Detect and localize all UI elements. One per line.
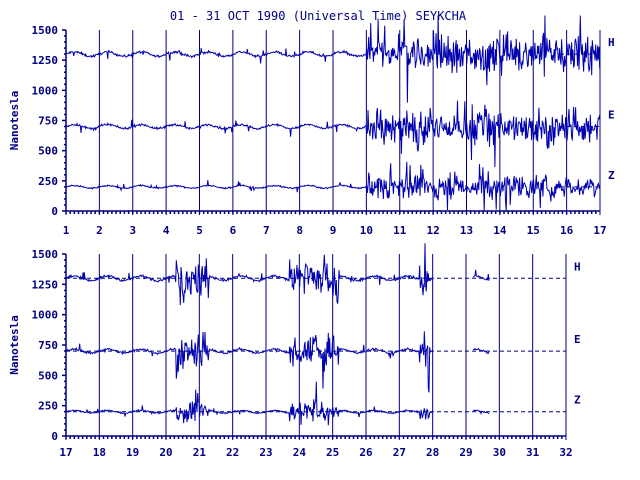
x-tick-label: 29 [459, 446, 472, 459]
series-label-h: H [574, 260, 581, 273]
y-tick-label: 750 [38, 115, 58, 128]
x-tick-label: 18 [93, 446, 106, 459]
y-tick-label: 500 [38, 369, 58, 382]
trace-e [65, 100, 601, 168]
x-tick-label: 7 [263, 224, 270, 237]
x-tick-label: 5 [196, 224, 203, 237]
x-tick-label: 26 [359, 446, 373, 459]
trace-h [66, 243, 490, 306]
x-tick-label: 20 [159, 446, 172, 459]
y-tick-label: 1250 [32, 54, 59, 67]
x-tick-label: 13 [460, 224, 473, 237]
trace-h [66, 15, 601, 103]
y-axis-label: Nanotesla [8, 315, 21, 375]
y-tick-label: 250 [38, 400, 58, 413]
x-tick-label: 14 [493, 224, 507, 237]
x-tick-label: 21 [193, 446, 207, 459]
x-tick-label: 17 [59, 446, 72, 459]
x-tick-label: 19 [126, 446, 139, 459]
x-tick-label: 1 [63, 224, 70, 237]
y-tick-label: 750 [38, 339, 58, 352]
x-tick-label: 2 [96, 224, 103, 237]
x-tick-label: 27 [393, 446, 406, 459]
x-tick-label: 30 [493, 446, 506, 459]
chart-title: 01 - 31 OCT 1990 (Universal Time) SEYKCH… [170, 9, 467, 23]
x-tick-label: 3 [129, 224, 136, 237]
x-tick-label: 15 [527, 224, 540, 237]
y-tick-label: 1250 [32, 278, 59, 291]
x-tick-label: 6 [230, 224, 237, 237]
y-tick-label: 0 [51, 205, 58, 218]
y-axis-label: Nanotesla [8, 91, 21, 151]
y-tick-label: 500 [38, 145, 58, 158]
series-label-h: H [608, 36, 615, 49]
x-tick-label: 17 [593, 224, 606, 237]
series-label-e: E [574, 333, 581, 346]
series-label-z: Z [608, 169, 615, 182]
x-tick-label: 28 [426, 446, 439, 459]
x-tick-label: 23 [259, 446, 272, 459]
x-tick-label: 24 [293, 446, 307, 459]
x-tick-label: 22 [226, 446, 239, 459]
y-tick-label: 0 [51, 430, 58, 443]
x-tick-label: 11 [393, 224, 407, 237]
x-tick-label: 4 [163, 224, 170, 237]
x-tick-label: 25 [326, 446, 339, 459]
x-tick-label: 16 [560, 224, 574, 237]
series-label-e: E [608, 109, 615, 122]
panel-bottom: Nanotesla 0 250 500 750 1000 1250 1500 17 18 19 20 2… [8, 243, 581, 459]
x-tick-label: 31 [526, 446, 540, 459]
x-tick-label: 10 [360, 224, 373, 237]
y-tick-label: 1000 [32, 309, 59, 322]
trace-z [66, 161, 601, 212]
x-tick-label: 32 [559, 446, 572, 459]
y-tick-label: 250 [38, 175, 58, 188]
trace-e [66, 331, 490, 393]
y-tick-label: 1500 [32, 24, 59, 37]
y-tick-label: 1000 [32, 84, 59, 97]
trace-z [65, 381, 490, 426]
x-tick-label: 8 [296, 224, 303, 237]
x-tick-label: 9 [330, 224, 337, 237]
series-label-z: Z [574, 394, 581, 407]
y-tick-label: 1500 [32, 248, 59, 261]
x-tick-label: 12 [427, 224, 440, 237]
